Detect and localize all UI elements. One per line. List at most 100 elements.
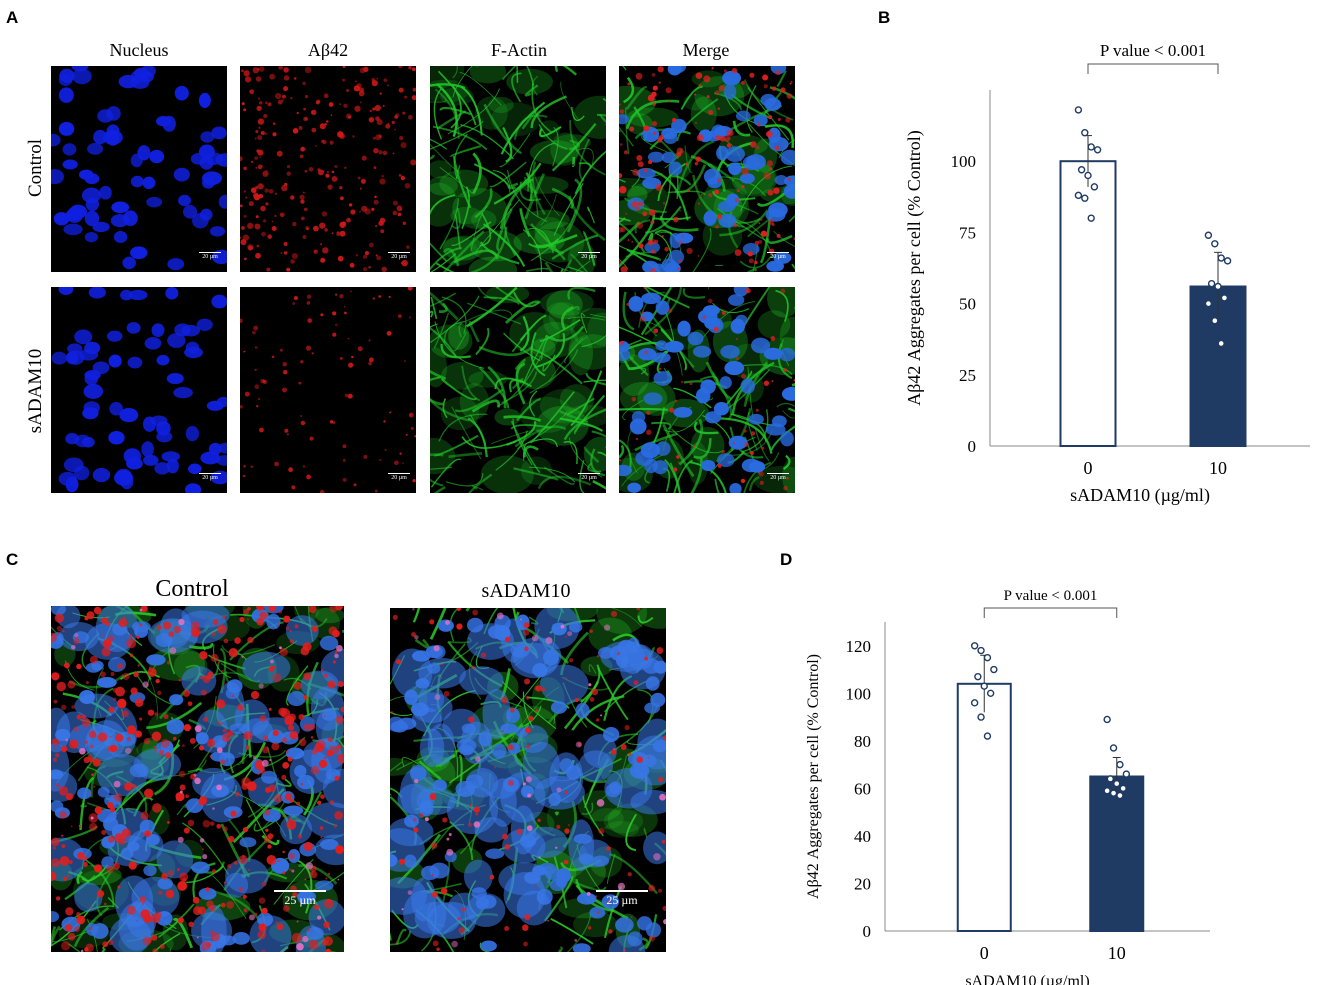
significance-bracket <box>1087 63 1219 74</box>
micrograph-control-abeta: 20 µm <box>240 66 416 272</box>
data-point <box>1087 143 1095 151</box>
data-point <box>1211 240 1219 248</box>
y-tick-label: 40 <box>854 827 871 846</box>
data-point <box>1204 299 1213 308</box>
data-point <box>974 672 982 681</box>
significance-bracket <box>983 607 1118 618</box>
column-header-merge: Merge <box>682 40 730 60</box>
data-point <box>970 699 979 707</box>
data-point <box>1116 760 1124 769</box>
panel-c-title-sadam10: sADAM10 <box>481 580 571 602</box>
bar <box>1059 160 1117 447</box>
panel-letter-c: C <box>6 550 19 569</box>
data-point <box>1087 214 1095 222</box>
data-point <box>977 646 985 655</box>
y-axis-title: Aβ42 Aggregates per cell (% Control) <box>904 130 925 406</box>
data-point <box>1103 787 1111 795</box>
x-tick-label: 10 <box>1108 943 1126 963</box>
y-axis-title: Aβ42 Aggregates per cell (% Control) <box>805 654 822 899</box>
data-point <box>980 682 988 690</box>
data-point <box>1084 171 1092 180</box>
panel-letter-d: D <box>780 550 793 569</box>
data-point <box>1090 183 1099 191</box>
data-point <box>1074 191 1083 200</box>
column-header-nucleus: Nucleus <box>109 40 169 60</box>
p-value-label: P value < 0.001 <box>1004 588 1098 604</box>
y-tick-label: 25 <box>959 366 976 385</box>
data-point <box>1217 254 1225 262</box>
y-tick-label: 75 <box>959 223 976 242</box>
y-tick-label: 0 <box>863 922 872 941</box>
y-tick-label: 60 <box>854 779 871 798</box>
data-point <box>1119 784 1127 793</box>
data-point <box>1217 339 1225 348</box>
panel-letter-b: B <box>878 8 891 27</box>
x-axis-title: sADAM10 (µg/ml) <box>1070 485 1210 506</box>
y-tick-label: 100 <box>846 684 872 703</box>
scale-bar: 20 µm <box>388 252 410 260</box>
row-label-control: Control <box>25 138 46 198</box>
data-point <box>1103 715 1111 724</box>
micrograph-sadam10-actin: 20 µm <box>430 287 606 493</box>
scale-bar: 25 µm <box>274 890 326 946</box>
merge-image-sadam10: 25 µm <box>390 608 666 952</box>
data-point <box>970 642 979 650</box>
micrograph-sadam10-merge: 20 µm <box>619 287 795 493</box>
data-point <box>1081 129 1089 137</box>
scale-bar: 20 µm <box>767 252 789 260</box>
y-tick-label: 100 <box>951 152 977 171</box>
data-point <box>986 689 995 698</box>
x-tick-label: 0 <box>1084 458 1093 478</box>
data-point <box>1211 316 1219 325</box>
data-point <box>1113 779 1121 788</box>
y-tick-label: 80 <box>854 732 871 751</box>
data-point <box>1081 194 1089 202</box>
data-point <box>990 665 998 674</box>
panel-c-title-control: Control <box>155 576 229 602</box>
data-point <box>1207 279 1216 288</box>
bar-chart-b: 0 25 50 75 100 0 10 P value < 0.001 sADAM10 (µg/… <box>904 41 1310 506</box>
panel-letter-a: A <box>6 8 19 27</box>
y-tick-label: 20 <box>854 874 871 893</box>
micrograph-control-actin: 20 µm <box>430 66 606 272</box>
scale-bar: 20 µm <box>199 252 221 260</box>
scale-bar: 20 µm <box>388 473 410 481</box>
column-header-abeta42: Aβ42 <box>307 40 349 60</box>
data-point <box>983 732 992 740</box>
scale-bar: 20 µm <box>578 473 600 481</box>
bar <box>956 682 1012 932</box>
y-tick-label: 50 <box>959 295 976 314</box>
data-point <box>1106 775 1115 783</box>
scale-bar: 20 µm <box>578 252 600 260</box>
y-tick-label: 0 <box>968 437 977 456</box>
data-point <box>1109 744 1118 752</box>
data-point <box>1109 789 1118 797</box>
data-point <box>1116 791 1124 800</box>
data-point <box>1204 231 1213 239</box>
micrograph-sadam10-nucleus: 20 µm <box>51 287 227 493</box>
data-point <box>1077 166 1086 174</box>
micrograph-sadam10-abeta: 20 µm <box>240 287 416 493</box>
bar-chart-d: 0 20 40 60 80 100 120 0 10 P value < 0.001 sADAM10… <box>805 588 1210 985</box>
p-value-label: P value < 0.001 <box>1100 41 1206 60</box>
data-point <box>1214 282 1222 291</box>
data-point <box>1223 257 1232 265</box>
data-point <box>1074 106 1083 114</box>
scale-bar: 25 µm <box>596 890 648 946</box>
data-point <box>1220 294 1229 302</box>
row-label-sadam10: sADAM10 <box>25 348 46 434</box>
x-tick-label: 0 <box>980 943 989 963</box>
x-axis-title: sADAM10 (µg/ml) <box>965 973 1089 985</box>
scale-bar: 20 µm <box>199 473 221 481</box>
micrograph-control-nucleus: 20 µm <box>51 66 227 272</box>
merge-image-control: 25 µm <box>51 606 344 952</box>
column-header-factin: F-Actin <box>491 40 547 60</box>
micrograph-control-merge: 20 µm <box>619 66 795 272</box>
data-point <box>983 653 992 662</box>
x-tick-label: 10 <box>1209 458 1227 478</box>
bar <box>1089 775 1145 932</box>
data-point <box>1093 146 1102 154</box>
scale-bar: 20 µm <box>767 473 789 481</box>
data-point <box>1122 770 1131 778</box>
data-point <box>977 713 985 721</box>
